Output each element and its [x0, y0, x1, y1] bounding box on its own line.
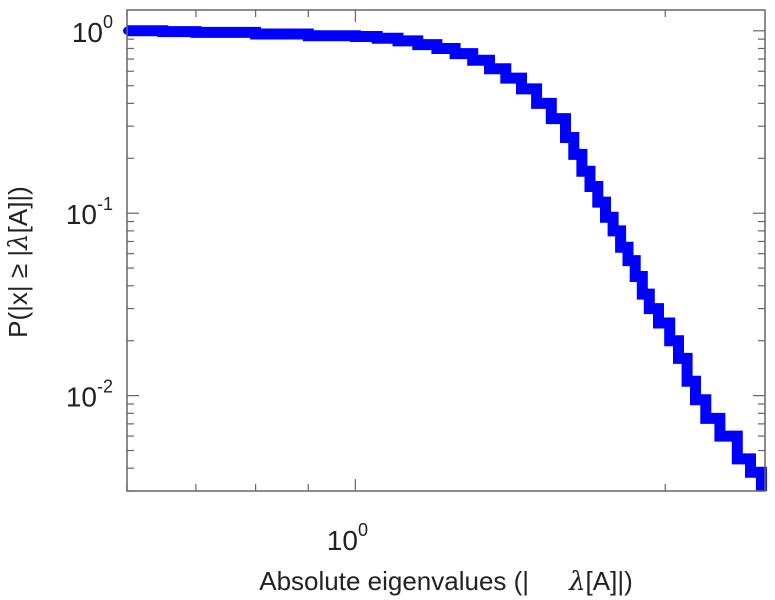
data-point [757, 479, 766, 488]
y-axis-title-part-3: [A]|) [3, 186, 33, 233]
data-point [701, 414, 710, 423]
data-point [631, 272, 640, 281]
data-point [715, 432, 724, 441]
data-point [191, 28, 200, 37]
data-point [691, 395, 700, 404]
data-point [593, 198, 602, 207]
x-axis-title-part-1: Absolute eigenvalues (| [259, 566, 529, 596]
data-point [468, 56, 477, 65]
x-tick-label: 100 [327, 520, 368, 556]
x-axis-title-part-3: [A]|) [586, 566, 633, 596]
x-axis-title: Absolute eigenvalues (| λ[A]|) [259, 566, 633, 597]
data-point [638, 290, 647, 299]
data-point [532, 99, 541, 108]
data-point [616, 243, 625, 252]
data-point [451, 49, 460, 58]
data-point [251, 30, 260, 39]
data-point [733, 454, 742, 463]
y-axis-title-part-1: P(|x| ≥ | [3, 250, 33, 338]
x-axis-title-lambda: λ [568, 567, 585, 597]
data-point [665, 336, 674, 345]
data-point [373, 34, 382, 43]
tick-labels: 100 10-1 10-2 100 [66, 12, 368, 556]
data-point [609, 226, 618, 235]
data-point [393, 36, 402, 45]
data-point [674, 354, 683, 363]
data-point [683, 377, 692, 386]
data-point [601, 213, 610, 222]
data-point [517, 84, 526, 93]
data-point [485, 64, 494, 73]
data-point [547, 114, 556, 123]
data-point [413, 40, 422, 49]
y-tick-label: 10-1 [66, 194, 113, 230]
data-point [585, 182, 594, 191]
data-point [561, 133, 570, 142]
data-point [432, 44, 441, 53]
y-axis-title: P(|x| ≥ |λ[A]|) [3, 186, 34, 338]
data-point [577, 167, 586, 176]
data-point [304, 31, 313, 40]
data-point [501, 74, 510, 83]
y-axis-title-lambda: λ [4, 233, 34, 250]
data-point [569, 150, 578, 159]
y-tick-label: 10-2 [66, 377, 113, 413]
data-point [645, 304, 654, 313]
data-point [623, 256, 632, 265]
data-point [351, 32, 360, 41]
data-point [158, 27, 167, 36]
plot-frame [126, 9, 766, 492]
y-tick-label: 100 [72, 12, 113, 48]
data-point [746, 468, 755, 477]
data-point [654, 319, 663, 328]
series-layer [123, 25, 767, 491]
